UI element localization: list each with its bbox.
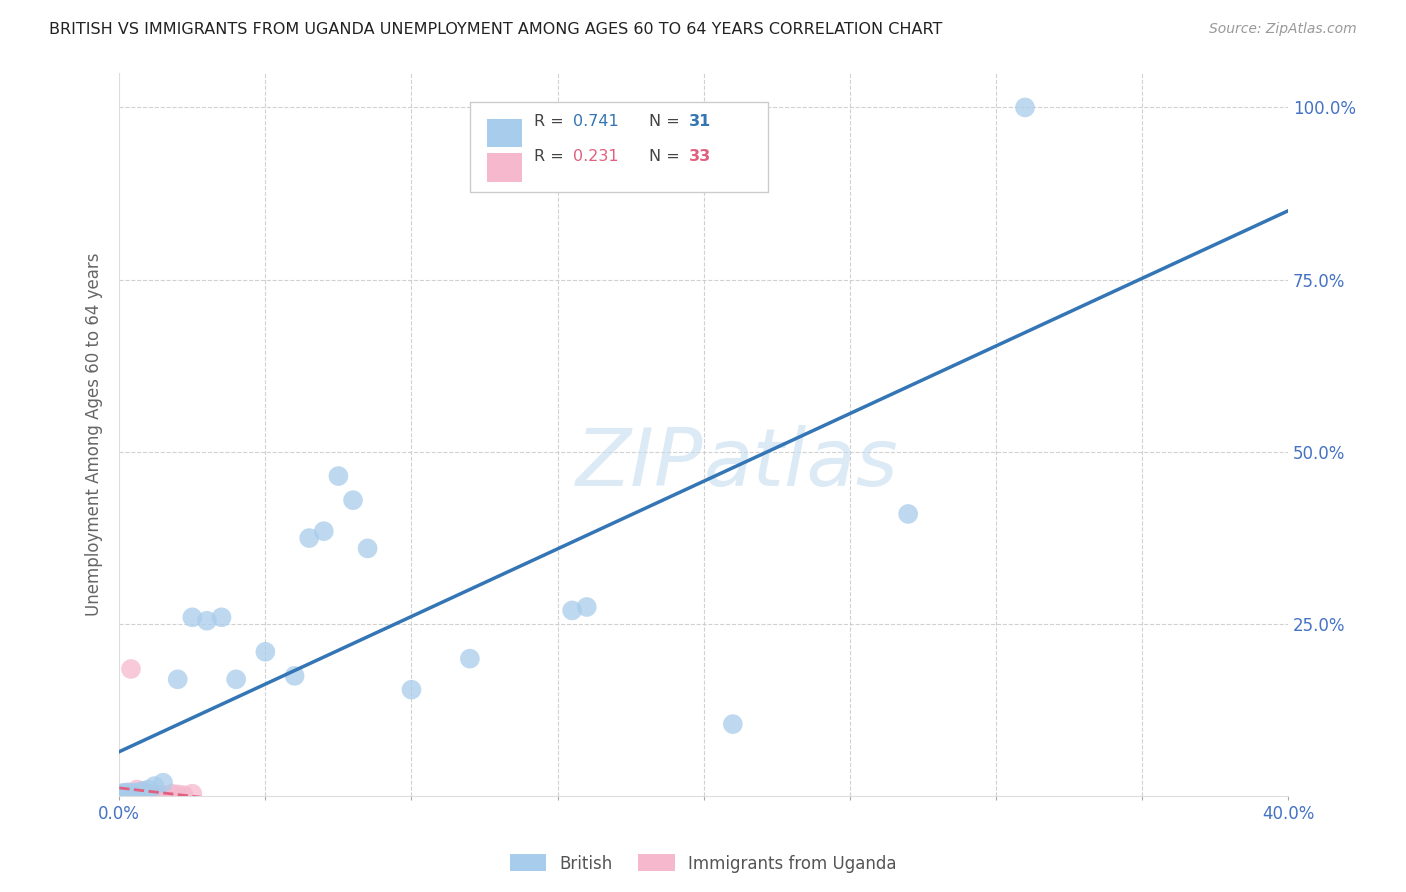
Text: BRITISH VS IMMIGRANTS FROM UGANDA UNEMPLOYMENT AMONG AGES 60 TO 64 YEARS CORRELA: BRITISH VS IMMIGRANTS FROM UGANDA UNEMPL… bbox=[49, 22, 942, 37]
Point bbox=[122, 788, 145, 802]
Point bbox=[122, 789, 145, 803]
Point bbox=[160, 787, 183, 801]
Point bbox=[114, 786, 136, 800]
Point bbox=[721, 717, 744, 731]
Point bbox=[125, 788, 148, 802]
Point bbox=[356, 541, 378, 556]
Point bbox=[128, 788, 150, 802]
Text: R =: R = bbox=[534, 114, 569, 129]
Point bbox=[125, 785, 148, 799]
Text: 0.741: 0.741 bbox=[572, 114, 619, 129]
Point bbox=[125, 782, 148, 797]
Point bbox=[143, 779, 166, 793]
Point bbox=[120, 787, 142, 801]
Legend: British, Immigrants from Uganda: British, Immigrants from Uganda bbox=[503, 847, 903, 880]
Point bbox=[131, 788, 153, 802]
Point bbox=[561, 603, 583, 617]
Text: R =: R = bbox=[534, 149, 569, 163]
Point bbox=[114, 788, 136, 802]
FancyBboxPatch shape bbox=[470, 102, 768, 193]
Point bbox=[458, 651, 481, 665]
Point bbox=[181, 610, 204, 624]
Point bbox=[117, 785, 139, 799]
Point bbox=[111, 789, 134, 803]
Text: 33: 33 bbox=[689, 149, 710, 163]
Point bbox=[131, 784, 153, 798]
Point bbox=[111, 786, 134, 800]
Text: 31: 31 bbox=[689, 114, 710, 129]
FancyBboxPatch shape bbox=[488, 153, 523, 181]
Point bbox=[138, 787, 160, 801]
Point bbox=[122, 786, 145, 800]
Point bbox=[120, 788, 142, 802]
Point bbox=[138, 782, 160, 797]
Point bbox=[131, 784, 153, 798]
Point bbox=[1014, 100, 1036, 114]
Point bbox=[111, 788, 134, 802]
FancyBboxPatch shape bbox=[488, 119, 523, 147]
Text: ZIP: ZIP bbox=[576, 425, 703, 503]
Point bbox=[328, 469, 350, 483]
Point bbox=[254, 645, 277, 659]
Point bbox=[128, 789, 150, 803]
Point bbox=[114, 789, 136, 803]
Y-axis label: Unemployment Among Ages 60 to 64 years: Unemployment Among Ages 60 to 64 years bbox=[86, 253, 103, 616]
Point bbox=[298, 531, 321, 545]
Text: 0.231: 0.231 bbox=[572, 149, 619, 163]
Point bbox=[117, 788, 139, 802]
Point bbox=[173, 788, 195, 802]
Point bbox=[166, 788, 188, 802]
Point bbox=[166, 673, 188, 687]
Point bbox=[211, 610, 233, 624]
Point bbox=[117, 786, 139, 800]
Point bbox=[342, 493, 364, 508]
Point bbox=[401, 682, 423, 697]
Point bbox=[312, 524, 335, 538]
Point bbox=[135, 787, 157, 801]
Point bbox=[897, 507, 920, 521]
Text: atlas: atlas bbox=[703, 425, 898, 503]
Point bbox=[117, 788, 139, 802]
Point bbox=[143, 788, 166, 802]
Point bbox=[152, 775, 174, 789]
Point bbox=[181, 787, 204, 801]
Text: N =: N = bbox=[648, 114, 685, 129]
Text: N =: N = bbox=[648, 149, 685, 163]
Point bbox=[122, 786, 145, 800]
Point bbox=[120, 787, 142, 801]
Point bbox=[138, 788, 160, 802]
Point bbox=[131, 786, 153, 800]
Text: Source: ZipAtlas.com: Source: ZipAtlas.com bbox=[1209, 22, 1357, 37]
Point bbox=[128, 788, 150, 802]
Point bbox=[152, 788, 174, 802]
Point bbox=[135, 788, 157, 802]
Point bbox=[111, 788, 134, 802]
Point bbox=[120, 662, 142, 676]
Point bbox=[225, 673, 247, 687]
Point bbox=[114, 786, 136, 800]
Point bbox=[114, 787, 136, 801]
Point bbox=[125, 787, 148, 801]
Point bbox=[195, 614, 218, 628]
Point bbox=[284, 669, 307, 683]
Point bbox=[575, 599, 598, 614]
